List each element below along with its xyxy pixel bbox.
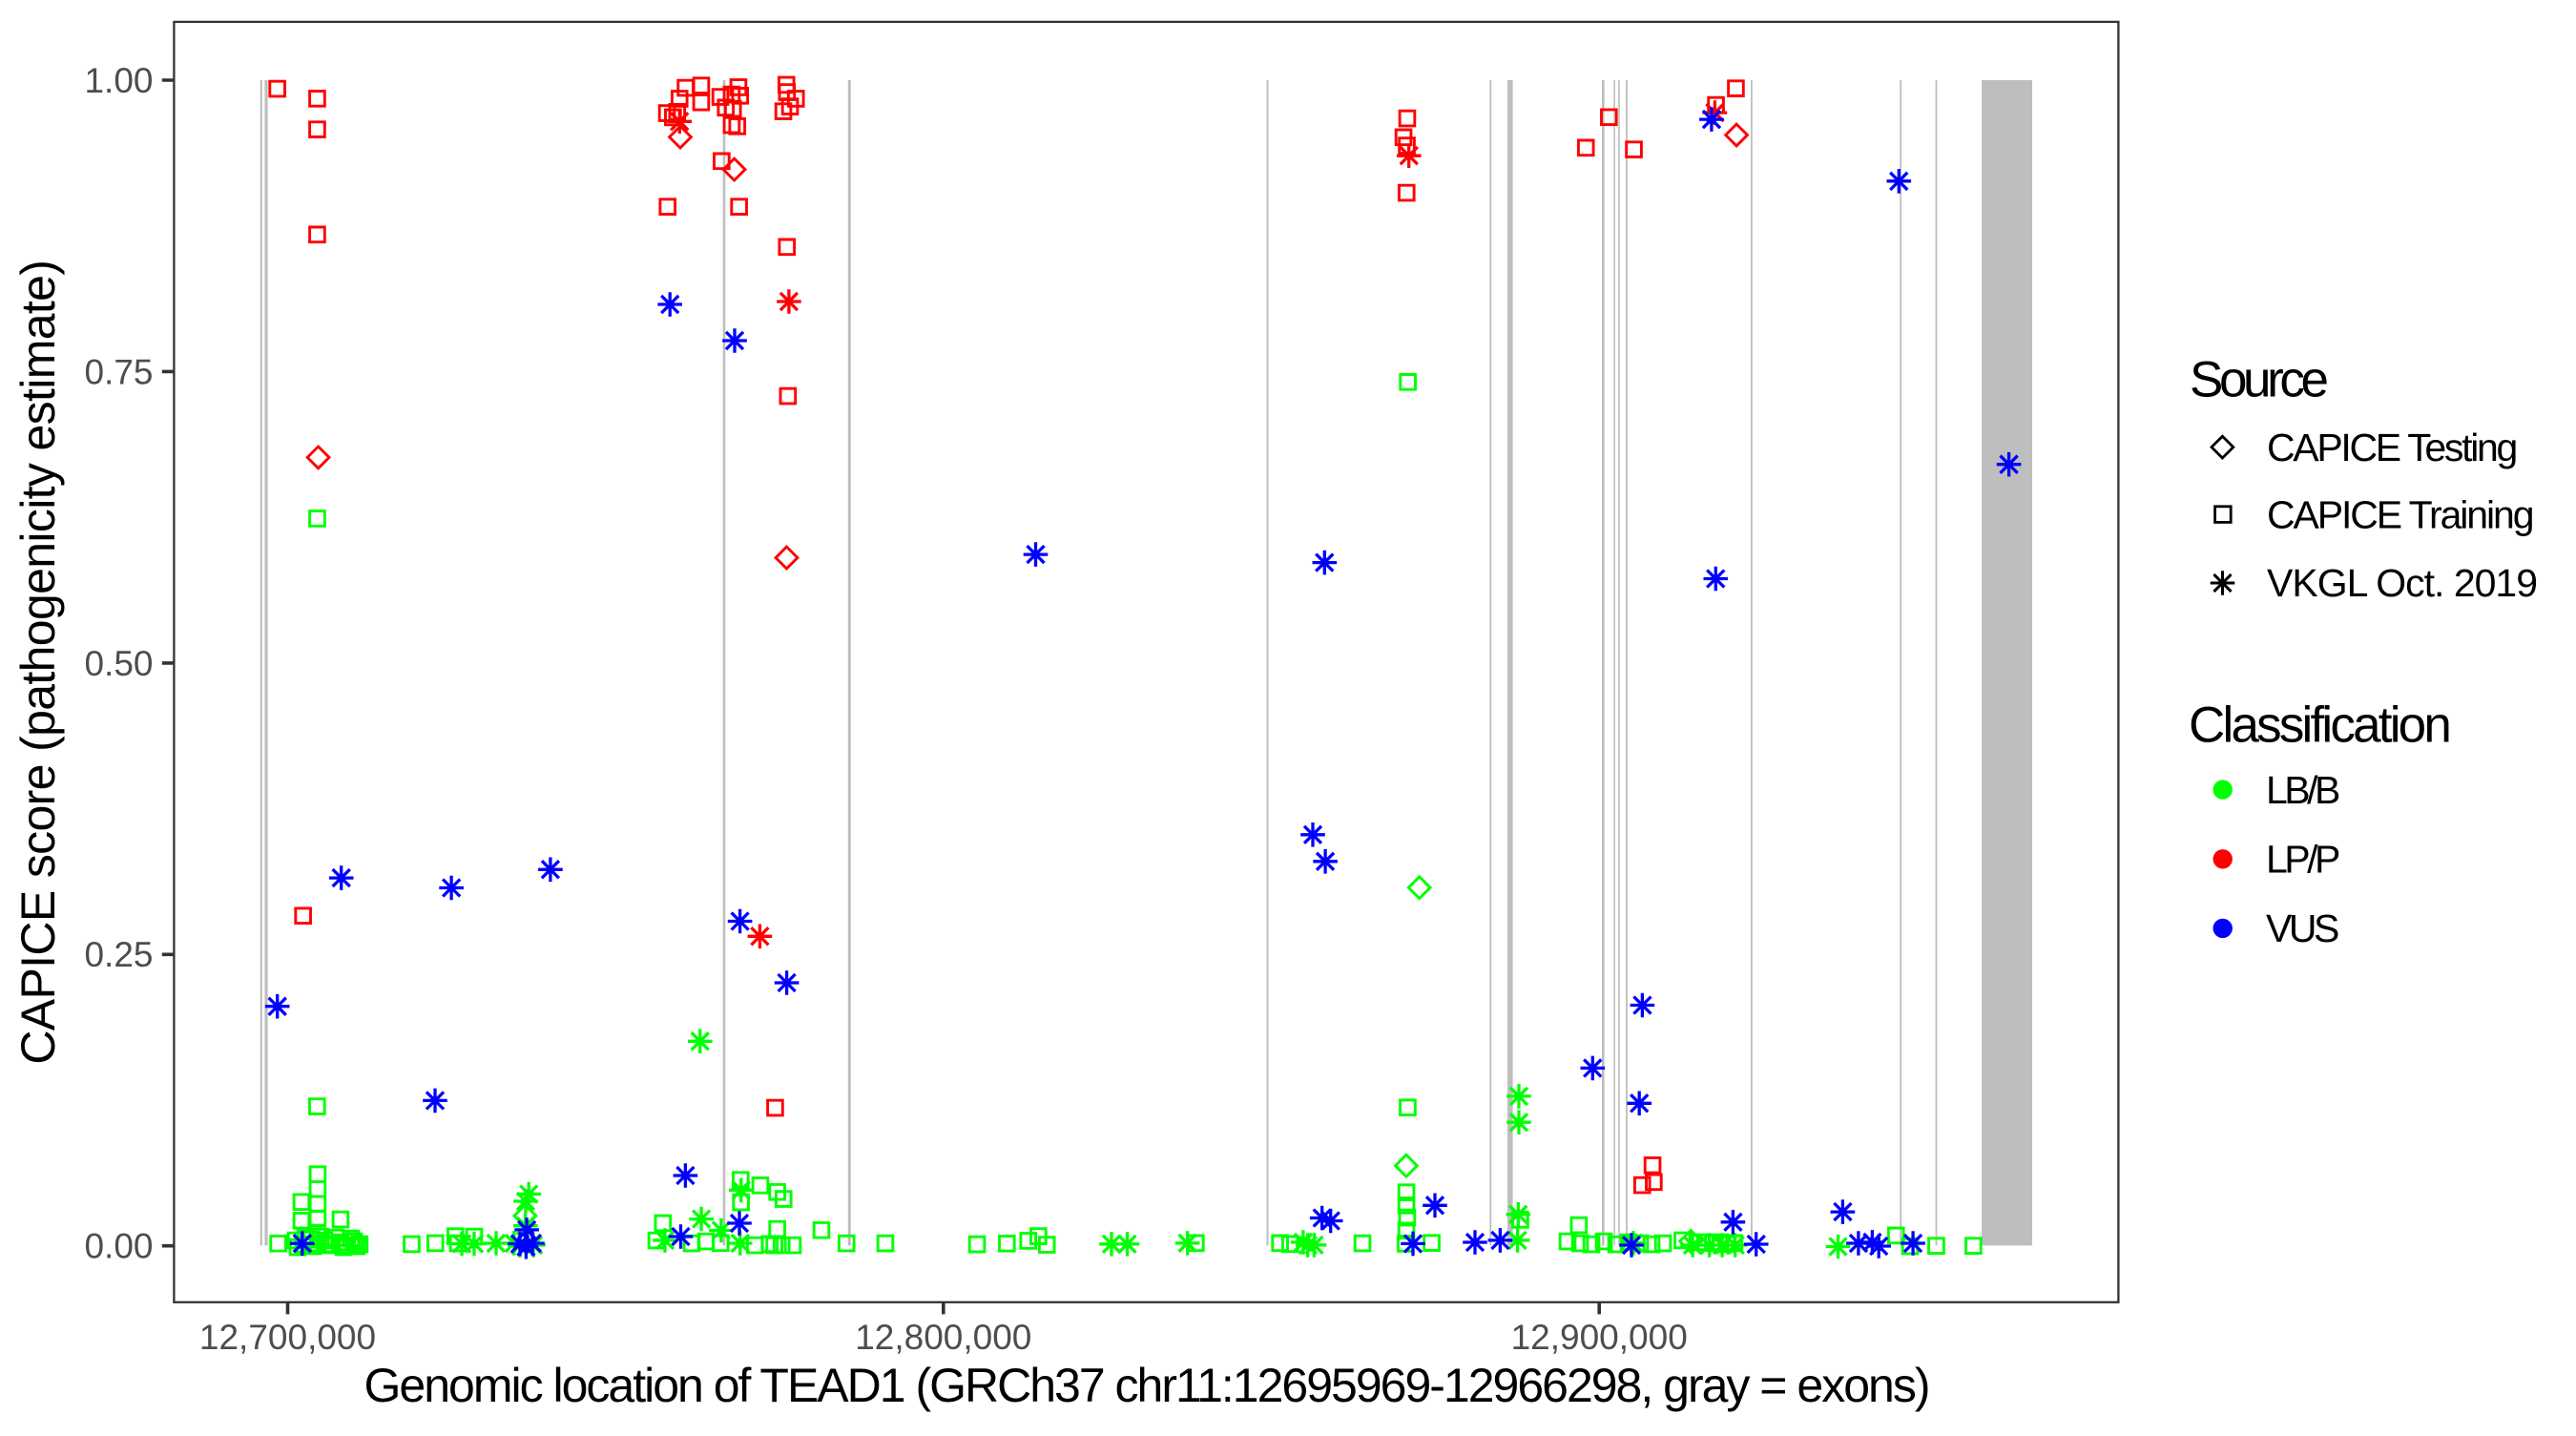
svg-text:VKGL Oct. 2019: VKGL Oct. 2019 bbox=[2267, 561, 2537, 605]
svg-text:1.00: 1.00 bbox=[84, 61, 153, 100]
svg-text:0.00: 0.00 bbox=[84, 1227, 153, 1266]
svg-text:Classification: Classification bbox=[2189, 697, 2449, 754]
svg-text:CAPICE Testing: CAPICE Testing bbox=[2267, 426, 2517, 469]
svg-text:VUS: VUS bbox=[2266, 906, 2338, 950]
svg-text:12,700,000: 12,700,000 bbox=[199, 1318, 376, 1357]
svg-text:CAPICE score (pathogenicity es: CAPICE score (pathogenicity estimate) bbox=[11, 260, 65, 1065]
svg-text:0.75: 0.75 bbox=[84, 352, 153, 391]
svg-text:Source: Source bbox=[2190, 351, 2327, 407]
svg-text:CAPICE Training: CAPICE Training bbox=[2267, 492, 2533, 536]
svg-text:0.50: 0.50 bbox=[84, 644, 153, 683]
svg-text:12,800,000: 12,800,000 bbox=[855, 1318, 1031, 1357]
svg-text:Genomic location of TEAD1 (GRC: Genomic location of TEAD1 (GRCh37 chr11:… bbox=[364, 1359, 1929, 1412]
svg-text:LP/P: LP/P bbox=[2266, 838, 2339, 882]
svg-text:12,900,000: 12,900,000 bbox=[1511, 1318, 1688, 1357]
svg-text:LB/B: LB/B bbox=[2266, 768, 2339, 812]
svg-text:0.25: 0.25 bbox=[84, 935, 153, 974]
